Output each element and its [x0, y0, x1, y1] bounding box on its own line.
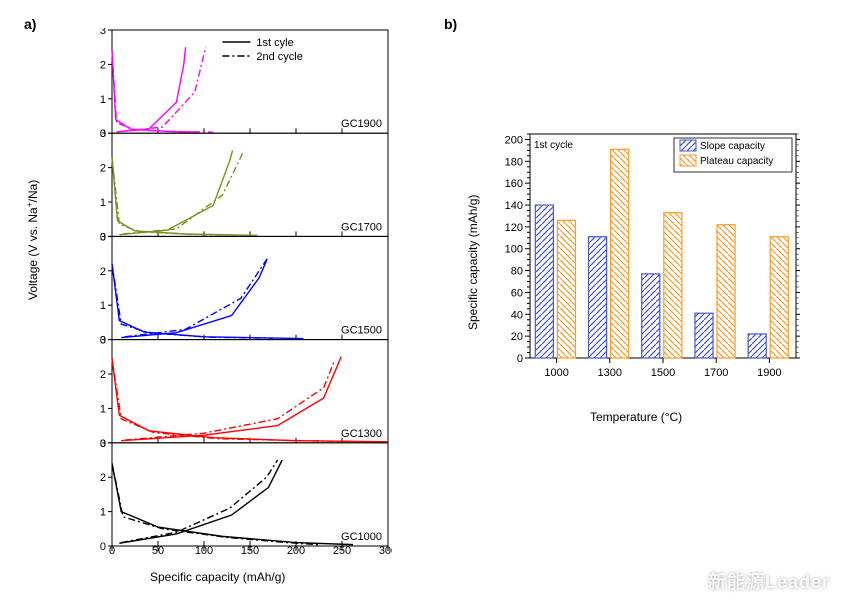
svg-text:1st cycle: 1st cycle [534, 140, 573, 151]
panel-a-label-text: a) [24, 16, 36, 32]
svg-text:1500: 1500 [651, 367, 675, 379]
svg-text:1000: 1000 [544, 367, 568, 379]
svg-text:200: 200 [505, 134, 523, 146]
svg-text:1: 1 [100, 300, 106, 312]
svg-text:40: 40 [511, 309, 523, 321]
svg-text:GC1500: GC1500 [341, 325, 382, 337]
svg-text:3: 3 [100, 231, 106, 243]
svg-text:1700: 1700 [704, 367, 728, 379]
svg-text:2nd cycle: 2nd cycle [256, 51, 302, 63]
svg-text:1: 1 [100, 403, 106, 415]
svg-text:GC1300: GC1300 [341, 428, 382, 440]
svg-text:60: 60 [511, 287, 523, 299]
svg-text:300: 300 [379, 545, 392, 554]
svg-text:20: 20 [511, 331, 523, 343]
figure-container: { "panelA": { "label": "a)", "label_font… [0, 0, 852, 603]
panel-b-x-label-text: Temperature (°C) [590, 410, 682, 424]
panel-b-svg: 0 20 40 60 80 100 120 140 160 180 200 1000 1300 1500 1… [500, 128, 800, 388]
panel-a-svg: 0123GC19001st cyle2nd cycle0123GC1700012… [76, 28, 392, 554]
svg-text:3: 3 [100, 28, 106, 37]
panel-b-x-label: Temperature (°C) [590, 408, 682, 426]
panel-a-y-label: Voltage (V vs. Na+/Na) [24, 180, 42, 300]
svg-text:2: 2 [100, 59, 106, 71]
svg-text:1st cyle: 1st cyle [256, 37, 293, 49]
svg-text:2: 2 [100, 472, 106, 484]
svg-text:80: 80 [511, 266, 523, 278]
panel-a-label: a) [24, 16, 36, 34]
svg-text:1: 1 [100, 197, 106, 209]
svg-text:2: 2 [100, 369, 106, 381]
panel-a-y-label-text: Voltage (V vs. Na+/Na) [26, 180, 40, 300]
svg-text:100: 100 [505, 244, 523, 256]
watermark: 新能源Leader [668, 568, 830, 597]
panel-a-x-label-text: Specific capacity (mAh/g) [150, 570, 285, 584]
panel-b-y-label: Specific capacity (mAh/g) [464, 195, 482, 330]
panel-b-label-text: b) [444, 16, 457, 32]
svg-text:3: 3 [100, 438, 106, 450]
panel-a-x-label: Specific capacity (mAh/g) [150, 568, 285, 586]
svg-text:GC1900: GC1900 [341, 118, 382, 130]
svg-text:2: 2 [100, 163, 106, 175]
svg-text:GC1700: GC1700 [341, 221, 382, 233]
svg-text:180: 180 [505, 156, 523, 168]
svg-text:160: 160 [505, 178, 523, 190]
svg-text:Plateau capacity: Plateau capacity [700, 156, 773, 167]
svg-text:3: 3 [100, 128, 106, 140]
svg-text:3: 3 [100, 335, 106, 347]
wechat-icon [668, 569, 696, 597]
svg-text:140: 140 [505, 200, 523, 212]
svg-text:0: 0 [517, 353, 523, 365]
panel-b-label: b) [444, 16, 457, 34]
svg-text:120: 120 [505, 222, 523, 234]
svg-text:1300: 1300 [598, 367, 622, 379]
watermark-text: 新能源Leader [708, 572, 830, 592]
svg-text:1: 1 [100, 94, 106, 106]
svg-text:0: 0 [100, 541, 106, 553]
svg-text:2: 2 [100, 266, 106, 278]
svg-text:1900: 1900 [757, 367, 781, 379]
svg-text:Slope capacity: Slope capacity [700, 141, 765, 152]
panel-b-y-label-text: Specific capacity (mAh/g) [466, 195, 480, 330]
svg-text:GC1000: GC1000 [341, 531, 382, 543]
svg-text:1: 1 [100, 507, 106, 519]
